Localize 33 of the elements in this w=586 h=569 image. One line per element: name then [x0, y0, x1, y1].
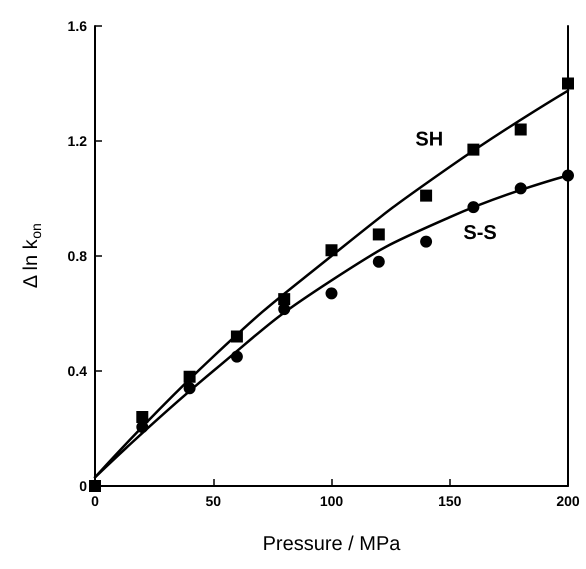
point [278, 293, 290, 306]
point [420, 190, 432, 202]
x-tick-label: 100 [320, 493, 344, 509]
point [184, 370, 196, 383]
point [136, 411, 148, 423]
point [184, 382, 196, 394]
point [372, 228, 385, 240]
point [467, 201, 480, 214]
y-tick-label: 0.4 [68, 363, 88, 379]
point [372, 256, 385, 268]
y-tick-label: 0.8 [68, 248, 88, 264]
point [467, 144, 480, 156]
series-label: SH [415, 128, 444, 151]
x-axis-title: Pressure / MPa [262, 533, 402, 555]
x-tick-label: 200 [556, 493, 580, 509]
x-tick-label: 150 [438, 493, 462, 509]
point [89, 480, 101, 492]
point [514, 182, 527, 194]
point [230, 350, 243, 363]
point [514, 124, 527, 136]
y-tick-label: 1.2 [68, 133, 88, 149]
point [326, 244, 338, 256]
point [230, 330, 243, 342]
x-tick-label: 0 [91, 493, 100, 509]
y-tick-label: 1.6 [68, 18, 88, 34]
point [326, 287, 338, 300]
point [562, 78, 574, 90]
y-axis-title: Δ ln kon [20, 223, 44, 288]
x-tick-label: 50 [205, 493, 222, 509]
point [562, 170, 574, 182]
y-tick-label: 0 [79, 478, 88, 494]
series-label: S-S [463, 222, 497, 244]
point [420, 236, 432, 248]
